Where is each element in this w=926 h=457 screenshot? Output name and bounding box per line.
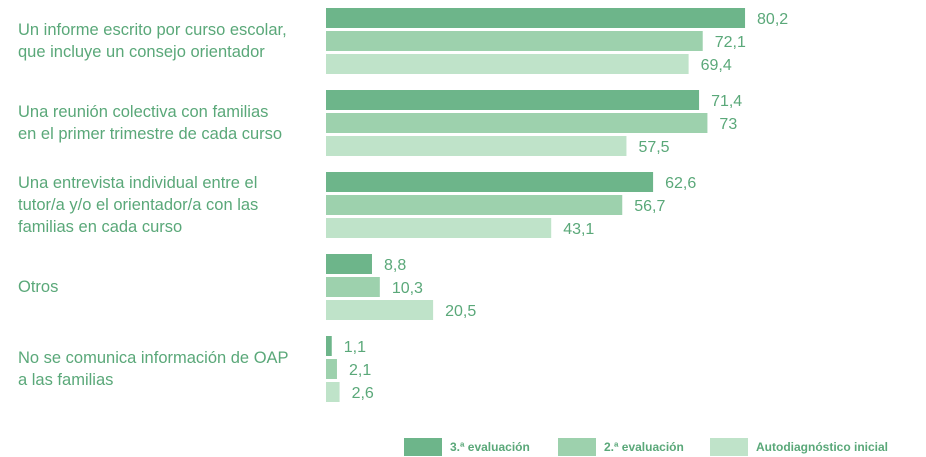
value-label: 20,5 xyxy=(445,303,476,320)
bar xyxy=(326,54,689,74)
value-label: 80,2 xyxy=(757,11,788,28)
legend-label: 3.ª evaluación xyxy=(450,440,530,454)
bar xyxy=(326,382,340,402)
legend-swatch xyxy=(558,438,596,456)
value-label: 56,7 xyxy=(634,198,665,215)
category-label: Un informe escrito por curso escolar, qu… xyxy=(18,21,287,61)
value-label: 43,1 xyxy=(563,221,594,238)
bar xyxy=(326,113,708,133)
bar xyxy=(326,218,552,238)
bar xyxy=(326,31,703,51)
legend-swatch xyxy=(710,438,748,456)
value-label: 71,4 xyxy=(711,93,742,110)
value-label: 69,4 xyxy=(701,57,732,74)
category-label: Una reunión colectiva con familias en el… xyxy=(18,103,283,143)
value-label: 2,1 xyxy=(349,362,371,379)
bar xyxy=(326,195,623,215)
value-label: 62,6 xyxy=(665,175,696,192)
bar xyxy=(326,172,654,192)
value-label: 73 xyxy=(719,116,737,133)
value-label: 8,8 xyxy=(384,257,406,274)
bar xyxy=(326,277,380,297)
legend-swatch xyxy=(404,438,442,456)
category-label: Una entrevista individual entre el tutor… xyxy=(18,174,259,236)
category-label: Otros xyxy=(18,278,59,296)
value-label: 10,3 xyxy=(392,280,423,297)
bar xyxy=(326,254,372,274)
bar xyxy=(326,359,337,379)
bar xyxy=(326,136,627,156)
legend-label: Autodiagnóstico inicial xyxy=(756,440,888,454)
category-label: No se comunica información de OAP a las … xyxy=(18,349,289,389)
value-label: 72,1 xyxy=(715,34,746,51)
value-label: 1,1 xyxy=(344,339,366,356)
bar xyxy=(326,300,434,320)
value-label: 2,6 xyxy=(352,385,374,402)
bar xyxy=(326,90,700,110)
value-label: 57,5 xyxy=(638,139,669,156)
bar xyxy=(326,336,332,356)
bar xyxy=(326,8,746,28)
legend-label: 2.ª evaluación xyxy=(604,440,684,454)
